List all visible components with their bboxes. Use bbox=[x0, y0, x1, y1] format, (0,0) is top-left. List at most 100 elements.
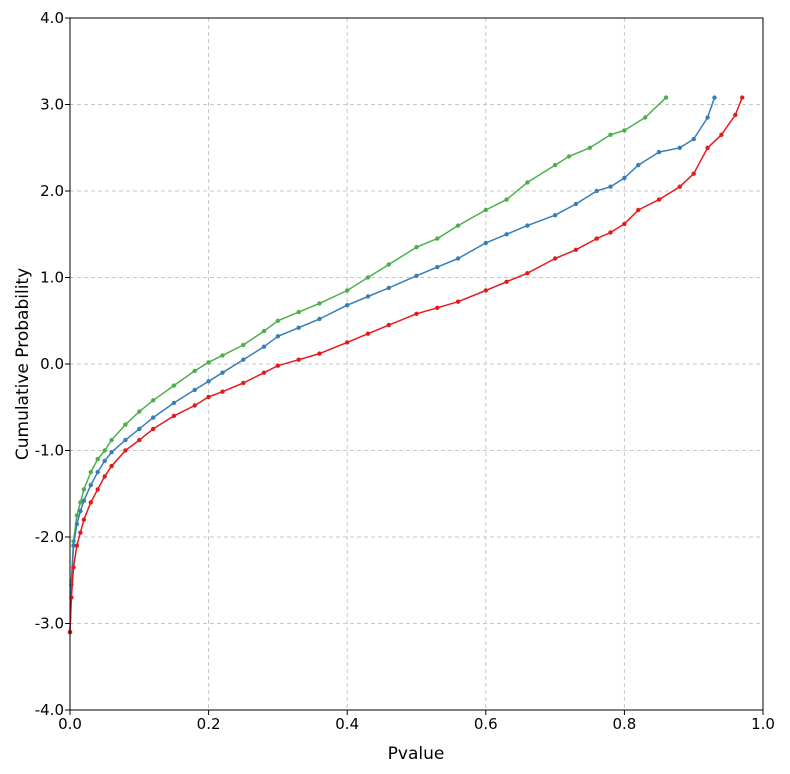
data-point bbox=[573, 201, 579, 207]
data-point bbox=[365, 331, 371, 336]
data-point bbox=[81, 487, 87, 492]
data-point bbox=[275, 334, 281, 339]
data-point bbox=[123, 437, 128, 443]
x-tick-label: 1.0 bbox=[751, 715, 775, 733]
data-point bbox=[71, 543, 76, 548]
data-point bbox=[622, 175, 627, 181]
data-point bbox=[78, 530, 83, 535]
data-point bbox=[220, 353, 225, 358]
x-tick-label: 0.6 bbox=[474, 715, 498, 733]
data-point bbox=[608, 230, 613, 235]
data-point bbox=[137, 426, 142, 432]
data-point bbox=[171, 413, 177, 419]
data-point bbox=[504, 232, 509, 237]
y-tick-label: -1.0 bbox=[35, 442, 64, 460]
data-point bbox=[435, 236, 440, 241]
data-point bbox=[587, 145, 592, 150]
data-point bbox=[608, 132, 613, 137]
x-tick-label: 0.2 bbox=[197, 715, 221, 733]
data-point bbox=[455, 299, 461, 304]
data-point bbox=[109, 463, 114, 469]
data-point bbox=[192, 368, 197, 374]
y-axis-ticks: -4.0 -3.0 -2.0 -1.0 0.0 1.0 2.0 3.0 4.0 bbox=[35, 9, 70, 719]
data-point bbox=[206, 360, 211, 365]
data-point bbox=[719, 132, 724, 137]
data-point bbox=[608, 184, 613, 189]
data-point bbox=[171, 383, 177, 388]
data-point bbox=[109, 450, 114, 455]
data-point bbox=[691, 171, 696, 176]
data-point bbox=[594, 188, 599, 194]
x-axis-label: Pvalue bbox=[388, 744, 445, 764]
data-point bbox=[552, 213, 558, 218]
data-point bbox=[275, 318, 281, 323]
data-point bbox=[705, 145, 710, 150]
y-tick-label: -2.0 bbox=[35, 528, 64, 546]
data-point bbox=[88, 500, 94, 505]
data-point bbox=[345, 340, 350, 345]
data-point bbox=[261, 370, 267, 375]
data-point bbox=[525, 271, 530, 276]
data-point bbox=[71, 565, 76, 570]
data-point bbox=[151, 426, 156, 432]
data-point bbox=[88, 482, 94, 488]
data-point bbox=[566, 154, 572, 159]
data-point bbox=[95, 469, 100, 475]
data-point bbox=[677, 184, 682, 189]
data-point bbox=[261, 344, 267, 349]
series-layer bbox=[67, 95, 745, 635]
data-point bbox=[151, 415, 156, 420]
data-point bbox=[241, 380, 246, 386]
data-point bbox=[206, 379, 211, 384]
data-point bbox=[317, 351, 322, 356]
data-point bbox=[317, 316, 322, 322]
data-point bbox=[88, 469, 94, 475]
data-point bbox=[733, 112, 738, 118]
y-tick-label: -4.0 bbox=[35, 701, 64, 719]
data-point bbox=[74, 543, 80, 548]
data-point bbox=[622, 128, 627, 133]
y-tick-label: 0.0 bbox=[40, 355, 64, 373]
data-point bbox=[345, 288, 350, 293]
data-point bbox=[663, 95, 669, 100]
data-point bbox=[643, 115, 648, 120]
data-point bbox=[622, 221, 627, 227]
data-point bbox=[573, 247, 579, 252]
data-point bbox=[455, 256, 461, 261]
data-point bbox=[296, 357, 301, 362]
data-point bbox=[206, 394, 211, 400]
data-point bbox=[95, 487, 100, 492]
data-point bbox=[386, 262, 391, 267]
y-axis-label: Cumulative Probability bbox=[13, 268, 33, 460]
data-point bbox=[740, 95, 745, 100]
data-point bbox=[192, 403, 197, 408]
y-tick-label: 1.0 bbox=[40, 269, 64, 287]
data-point bbox=[171, 400, 177, 406]
data-point bbox=[386, 285, 391, 291]
data-point bbox=[102, 458, 107, 464]
data-point bbox=[137, 409, 142, 414]
data-point bbox=[109, 437, 114, 443]
y-gridlines bbox=[70, 104, 763, 624]
data-point bbox=[435, 305, 440, 310]
data-point bbox=[261, 328, 267, 334]
data-point bbox=[151, 398, 156, 403]
data-point bbox=[102, 448, 107, 453]
data-point bbox=[705, 115, 710, 120]
data-point bbox=[677, 145, 682, 150]
data-point bbox=[102, 474, 107, 479]
data-point bbox=[74, 513, 80, 518]
data-point bbox=[386, 322, 391, 328]
series-1 bbox=[67, 95, 717, 635]
y-tick-label: 2.0 bbox=[40, 182, 64, 200]
y-tick-label: -3.0 bbox=[35, 615, 64, 633]
data-point bbox=[435, 264, 440, 270]
data-point bbox=[241, 342, 246, 348]
series-line bbox=[69, 97, 667, 633]
data-point bbox=[192, 387, 197, 393]
data-point bbox=[504, 279, 509, 284]
data-point bbox=[78, 500, 83, 505]
data-point bbox=[483, 207, 488, 213]
x-tick-label: 0.0 bbox=[58, 715, 82, 733]
